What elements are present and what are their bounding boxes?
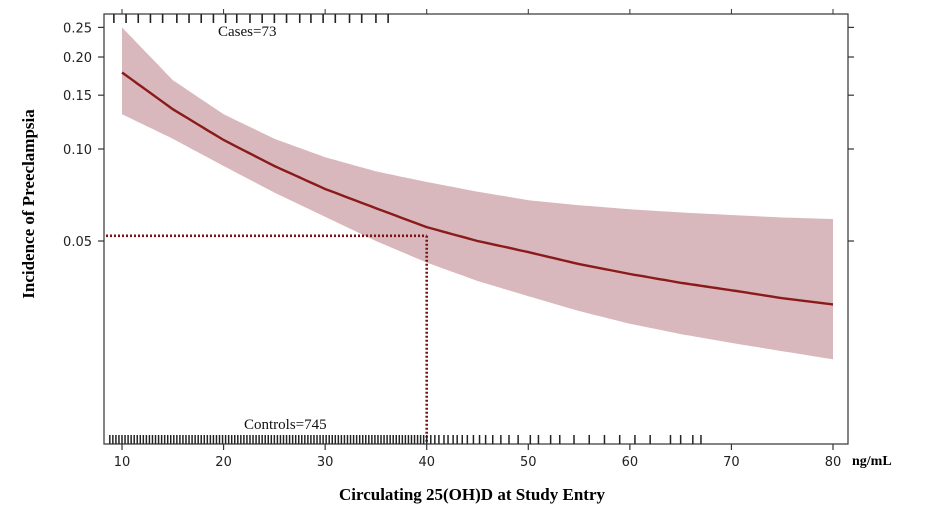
y-tick-label-0: 0.05: [63, 235, 92, 250]
fitted-line-layer: [121, 71, 834, 306]
controls-label: Controls=745: [244, 417, 327, 433]
x-tick-label-10: 10: [114, 455, 131, 470]
y-axis-title: Incidence of Preeclampsia: [19, 109, 38, 299]
fitted-line-series-0: [121, 71, 834, 306]
x-axis-title: Circulating 25(OH)D at Study Entry: [339, 485, 606, 504]
y-tick-label-2: 0.15: [63, 89, 92, 104]
x-tick-label-50: 50: [520, 455, 537, 470]
reference-lines-layer: [106, 234, 429, 442]
x-tick-label-80: 80: [825, 455, 842, 470]
rug-layer: [109, 14, 702, 444]
x-tick-label-60: 60: [622, 455, 639, 470]
y-tick-label-4: 0.25: [63, 21, 92, 36]
top-ticks-layer: [121, 9, 834, 14]
confidence-band: [122, 27, 833, 360]
y-ticks-layer: 0.05 0.10 0.15 0.20 0.25: [63, 21, 854, 250]
y-tick-label-1: 0.10: [63, 143, 92, 158]
x-unit-label: ng/mL: [852, 454, 892, 469]
x-tick-label-20: 20: [215, 455, 232, 470]
x-tick-label-40: 40: [418, 455, 435, 470]
plot-frame: [103, 13, 849, 445]
cases-label: Cases=73: [218, 24, 276, 40]
x-tick-label-70: 70: [723, 455, 740, 470]
x-ticks-layer: 10 20 30 40 50 60 70 80: [114, 444, 842, 470]
confidence-band-layer: [122, 27, 833, 360]
x-tick-label-30: 30: [317, 455, 334, 470]
y-tick-label-3: 0.20: [63, 51, 92, 66]
